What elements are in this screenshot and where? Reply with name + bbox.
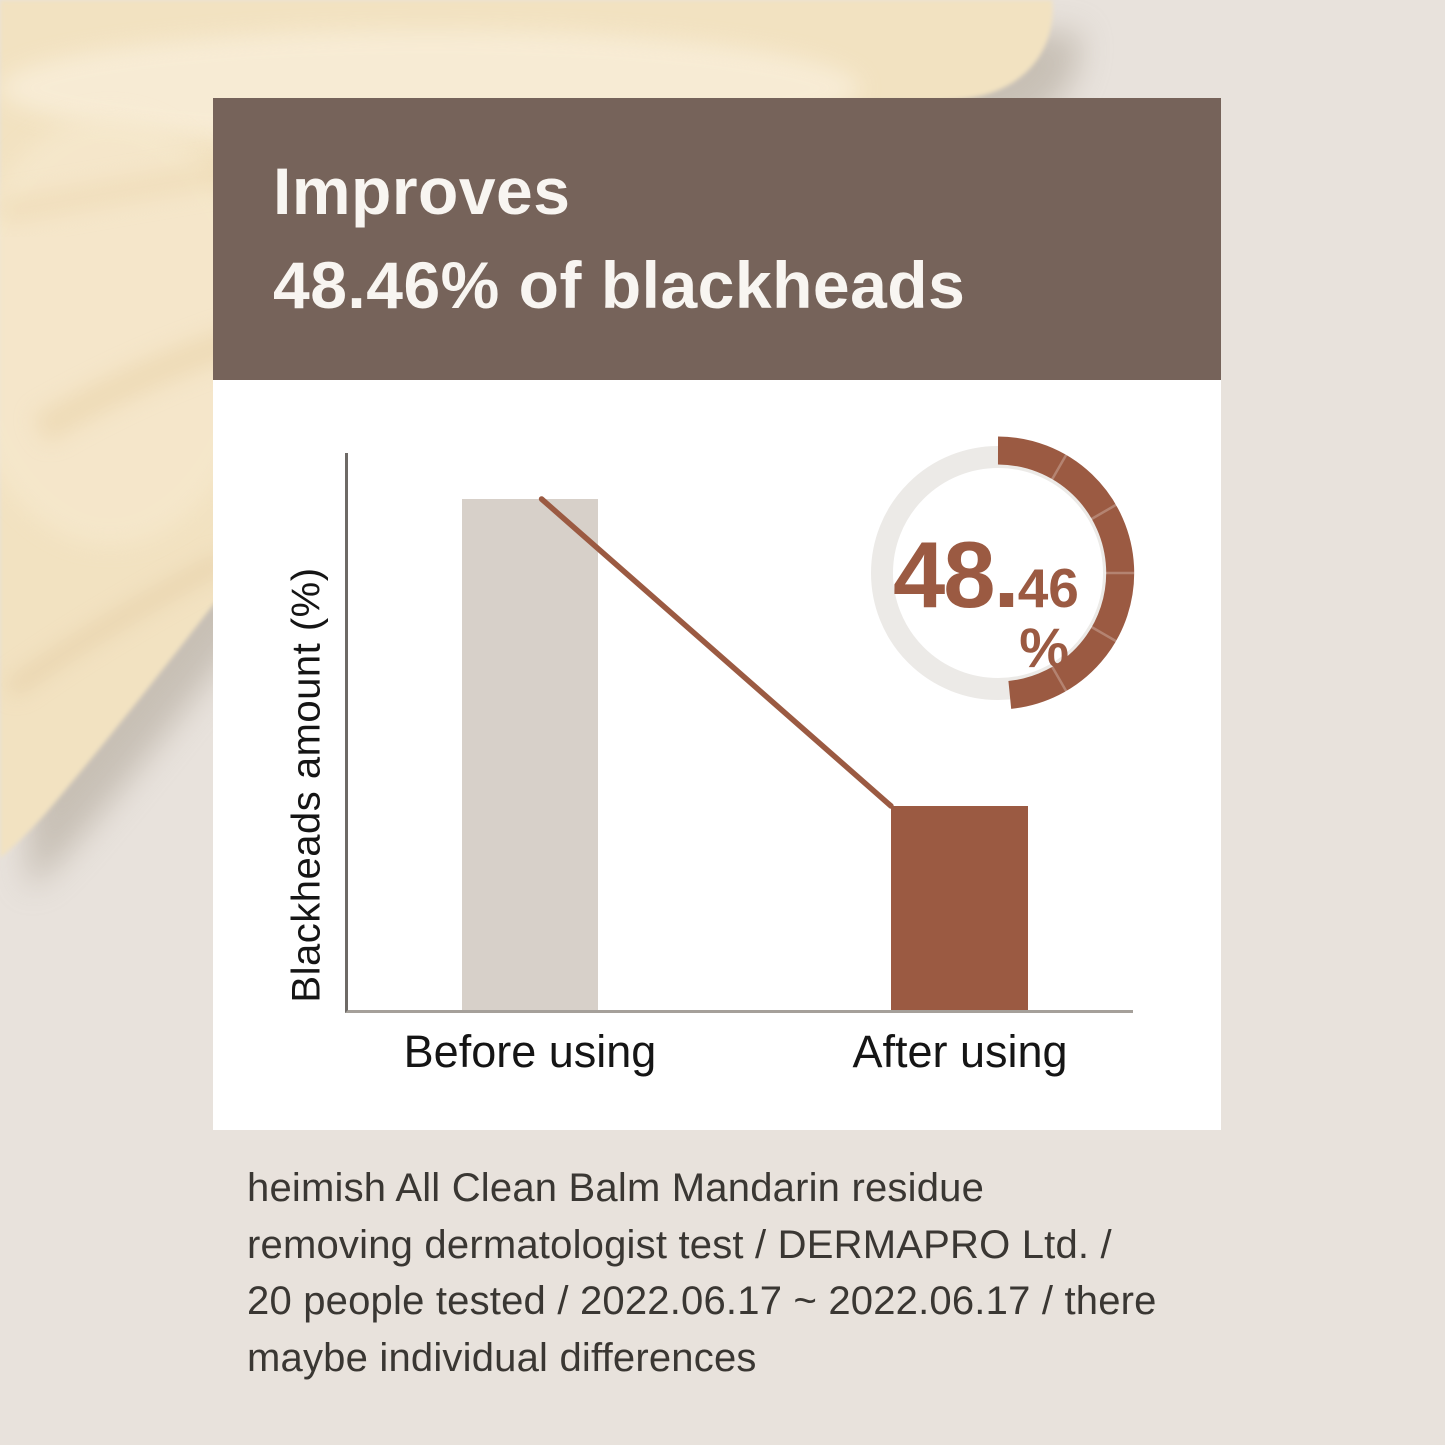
chart-card: Blackheads amount (%) Before using After… xyxy=(213,380,1221,1130)
headline-banner: Improves 48.46% of blackheads xyxy=(213,98,1221,417)
headline-text: Improves 48.46% of blackheads xyxy=(213,98,1221,332)
gauge-ring xyxy=(871,436,1137,709)
bar-after-using xyxy=(891,806,1028,1010)
headline-line1: Improves xyxy=(273,154,571,228)
gauge-value: 48. 46 % xyxy=(893,521,1085,680)
plot-area xyxy=(345,453,1133,1013)
bar-before-using xyxy=(462,499,598,1010)
improvement-gauge: 48. 46 % xyxy=(848,423,1148,723)
x-tick-after-using: After using xyxy=(852,1026,1068,1077)
result-panel: Improves 48.46% of blackheads Blackheads… xyxy=(213,98,1221,1130)
gauge-segment-lines xyxy=(1050,451,1137,695)
gauge-value-fraction: 46 xyxy=(1017,557,1079,619)
x-tick-before-using: Before using xyxy=(403,1026,657,1077)
gauge-value-integer: 48. xyxy=(893,522,1020,627)
y-axis-label: Blackheads amount (%) xyxy=(284,567,329,1003)
trend-line xyxy=(538,496,894,809)
test-disclaimer-text: heimish All Clean Balm Mandarin residue … xyxy=(247,1166,1157,1380)
gauge-unit: % xyxy=(1019,616,1069,679)
headline-line2: 48.46% of blackheads xyxy=(273,248,966,322)
